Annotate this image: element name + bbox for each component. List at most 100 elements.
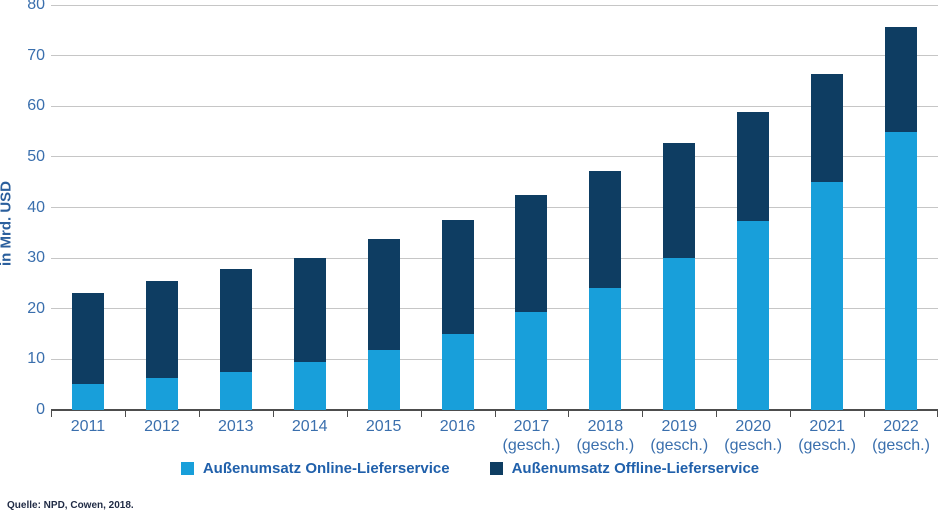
x-axis-tick [124, 411, 126, 417]
x-axis-tick [494, 411, 496, 417]
gridline-60 [51, 105, 938, 107]
x-tick-label-line: (gesch.) [502, 437, 561, 454]
bar-segment-offline-2014 [293, 257, 326, 363]
bar-segment-offline-2019 [663, 142, 696, 259]
x-axis-tick [864, 411, 866, 417]
y-tick-label-80: 80 [27, 0, 45, 13]
bar-segment-offline-2013 [219, 269, 252, 372]
x-tick-label-2013: 2013 [199, 417, 273, 436]
x-tick-label-line: 2017 [513, 418, 550, 435]
bar-2021 [811, 5, 844, 410]
bar-2018 [589, 5, 622, 410]
x-tick-label-2014: 2014 [273, 417, 347, 436]
bar-segment-online-2011 [71, 383, 104, 410]
legend-item-offline: Außenumsatz Offline-Lieferservice [489, 459, 760, 477]
bar-segment-offline-2020 [737, 112, 770, 221]
x-axis-tick [420, 411, 422, 417]
x-axis-tick [790, 411, 792, 417]
x-axis-tick [51, 411, 52, 417]
x-tick-label-line: 2016 [439, 418, 476, 435]
x-tick-label-line: 2014 [291, 418, 328, 435]
y-tick-label-50: 50 [27, 147, 45, 165]
legend: Außenumsatz Online-Lieferservice Außenum… [0, 457, 940, 479]
x-tick-label-2017: 2017 (gesch.) [495, 417, 569, 455]
gridline-10 [51, 358, 938, 360]
x-tick-label-line: 2018 [587, 418, 624, 435]
x-tick-label-line: 2013 [217, 418, 254, 435]
x-tick-label-2016: 2016 [421, 417, 495, 436]
x-tick-label-line: 2022 [883, 418, 919, 435]
x-tick-label-line: 2011 [70, 418, 106, 435]
x-tick-label-2018: 2018 (gesch.) [568, 417, 642, 455]
x-tick-label-2019: 2019 (gesch.) [642, 417, 716, 455]
bar-2016 [441, 5, 474, 410]
legend-label-offline: Außenumsatz Offline-Lieferservice [511, 459, 760, 477]
x-axis-tick [346, 411, 348, 417]
bar-segment-online-2022 [885, 131, 918, 410]
bar-segment-offline-2015 [367, 238, 400, 351]
y-tick-label-0: 0 [36, 401, 45, 418]
legend-label-online: Außenumsatz Online-Lieferservice [202, 459, 450, 477]
x-tick-label-2015: 2015 [347, 417, 421, 436]
bar-2019 [663, 5, 696, 410]
x-tick-label-2012: 2012 [125, 417, 199, 436]
x-tick-label-line: (gesch.) [798, 437, 856, 454]
x-tick-label-line: 2015 [365, 418, 402, 435]
x-tick-label-line: (gesch.) [576, 437, 635, 454]
gridline-70 [51, 55, 938, 57]
y-tick-label-20: 20 [27, 299, 45, 317]
x-tick-label-line: 2012 [144, 418, 180, 435]
x-tick-label-line: 2019 [661, 418, 698, 435]
bar-segment-online-2014 [293, 362, 326, 410]
x-axis-tick [937, 411, 938, 417]
bar-segment-online-2019 [663, 258, 696, 410]
gridline-30 [51, 257, 938, 259]
bar-2017 [515, 5, 548, 410]
gridline-20 [51, 308, 938, 310]
x-tick-label-2022: 2022 (gesch.) [864, 417, 938, 455]
legend-item-online: Außenumsatz Online-Lieferservice [180, 459, 450, 477]
offline-series-swatch [489, 461, 503, 475]
plot-area [51, 4, 938, 411]
y-tick-label-30: 30 [27, 249, 45, 267]
x-tick-label-2021: 2021 (gesch.) [790, 417, 864, 455]
bar-segment-offline-2022 [885, 26, 918, 132]
y-tick-label-10: 10 [27, 350, 45, 368]
bar-segment-offline-2016 [441, 219, 474, 335]
bar-2015 [367, 5, 400, 410]
x-tick-label-line: (gesch.) [872, 437, 930, 454]
source-note: Quelle: NPD, Cowen, 2018. [7, 500, 134, 511]
gridline-80 [51, 4, 938, 6]
gridline-40 [51, 207, 938, 208]
bar-segment-offline-2011 [71, 292, 104, 384]
x-tick-label-line: 2021 [809, 418, 845, 435]
y-axis-tick-labels: 0 10 20 30 40 50 60 70 80 [0, 0, 45, 418]
bar-2012 [145, 5, 178, 410]
x-axis-tick [568, 411, 570, 417]
y-tick-label-40: 40 [27, 198, 45, 216]
bar-segment-offline-2021 [811, 73, 844, 182]
bar-2014 [293, 5, 326, 410]
bar-segment-online-2015 [367, 350, 400, 410]
x-tick-label-line: (gesch.) [650, 437, 709, 454]
x-tick-label-2020: 2020 (gesch.) [716, 417, 790, 455]
x-tick-label-line: 2020 [735, 418, 771, 435]
x-axis-tick [642, 411, 644, 417]
bar-segment-online-2012 [145, 377, 178, 410]
bar-2022 [885, 5, 918, 410]
x-tick-label-2011: 2011 [51, 417, 125, 436]
bar-segment-online-2016 [441, 334, 474, 410]
bar-segment-offline-2017 [515, 194, 548, 312]
bar-2013 [219, 5, 252, 410]
bar-segment-offline-2018 [589, 171, 622, 288]
x-axis-tick [198, 411, 200, 417]
bar-segment-online-2018 [589, 288, 622, 410]
y-tick-label-60: 60 [27, 97, 45, 115]
gridline-50 [51, 156, 938, 158]
bar-segment-offline-2012 [145, 280, 178, 378]
x-tick-label-line: (gesch.) [724, 437, 783, 454]
x-axis-tick [272, 411, 274, 417]
bar-segment-online-2013 [219, 371, 252, 410]
bar-segment-online-2017 [515, 311, 548, 410]
